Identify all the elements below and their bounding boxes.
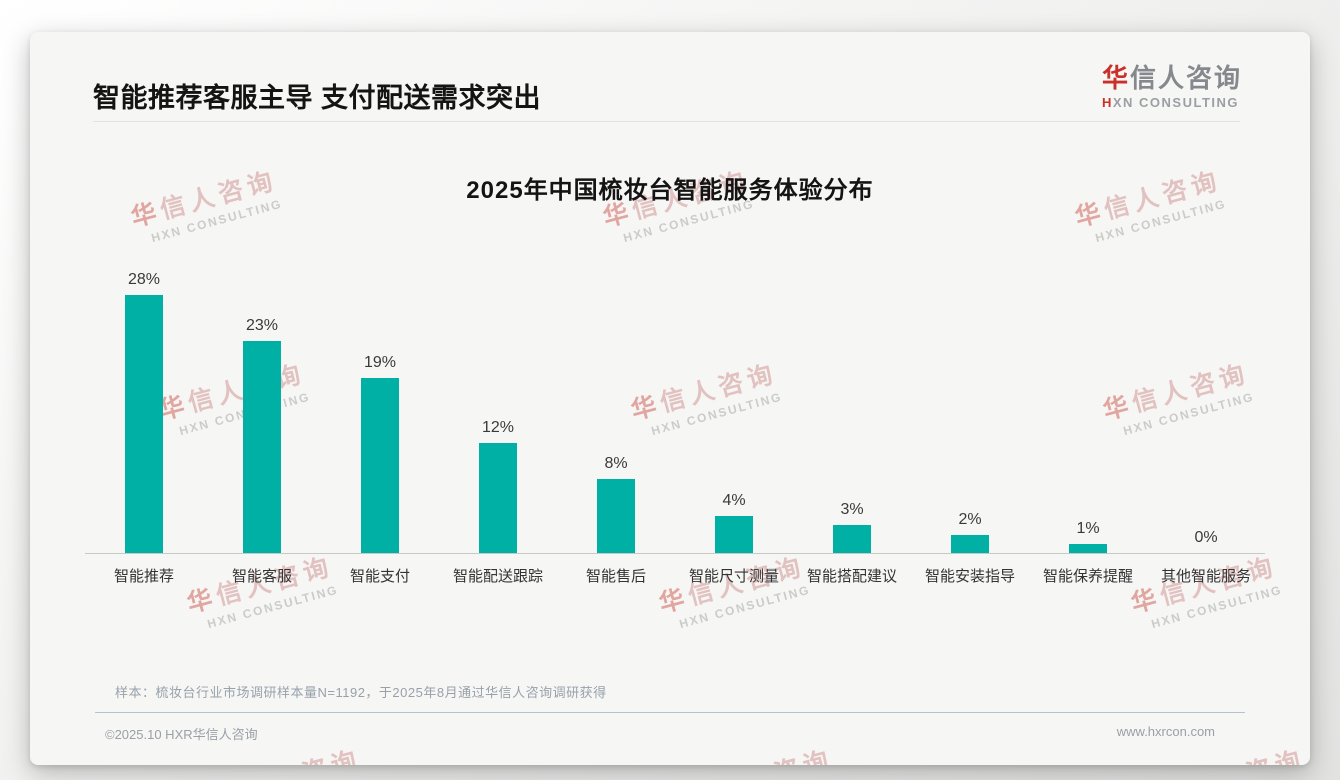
- bar: [243, 341, 281, 553]
- logo-cn-accent: 华: [1101, 63, 1130, 93]
- bar: [833, 525, 871, 553]
- logo-en-text: HXN CONSULTING: [1102, 95, 1242, 110]
- bar-column: 12%: [439, 253, 557, 553]
- bar-column: 19%: [321, 253, 439, 553]
- category-label: 智能推荐: [113, 568, 174, 585]
- category-label: 智能支付: [349, 568, 410, 585]
- bar-column: 23%: [203, 253, 321, 553]
- bar-value-label: 4%: [722, 492, 746, 510]
- bar-value-label: 3%: [840, 501, 864, 519]
- page-title: 智能推荐客服主导 支付配送需求突出: [93, 83, 542, 113]
- company-logo: 华信人咨询 HXN CONSULTING: [1102, 58, 1242, 110]
- bar-column: 3%: [793, 253, 911, 553]
- bar-chart-plot: 28% 23% 19% 12% 8% 4% 3% 2% 1% 0%: [85, 253, 1265, 553]
- bar: [361, 378, 399, 553]
- header-divider: [93, 121, 1240, 122]
- bar: [715, 516, 753, 553]
- bar-column: 2%: [911, 253, 1029, 553]
- logo-en-accent: H: [1101, 95, 1113, 110]
- bar-column: 8%: [557, 253, 675, 553]
- bar-value-label: 8%: [604, 455, 628, 473]
- bar: [479, 442, 517, 553]
- x-axis-line: [85, 553, 1265, 554]
- logo-cn-text: 华信人咨询: [1102, 58, 1242, 95]
- bar-column: 4%: [675, 253, 793, 553]
- category-label: 智能尺寸测量: [688, 568, 779, 585]
- bar-value-label: 0%: [1194, 529, 1218, 546]
- category-label: 智能搭配建议: [806, 568, 897, 585]
- bar: [951, 534, 989, 553]
- bar-value-label: 1%: [1076, 519, 1100, 537]
- category-label: 智能配送跟踪: [452, 568, 543, 585]
- bar-value-label: 2%: [958, 510, 982, 528]
- bar-column: 28%: [85, 253, 203, 553]
- bar-value-label: 12%: [481, 418, 515, 436]
- sample-footnote: 样本：梳妆台行业市场调研样本量N=1192，于2025年8月通过华信人咨询调研获…: [115, 685, 607, 700]
- footer-divider: [95, 712, 1245, 713]
- bar-column: 1%: [1029, 253, 1147, 553]
- category-label: 智能售后: [585, 568, 646, 585]
- bar-value-label: 23%: [245, 317, 279, 335]
- footer-copyright: ©2025.10 HXR华信人咨询: [105, 727, 258, 742]
- category-label: 智能安装指导: [924, 568, 1015, 585]
- category-label: 智能保养提醒: [1042, 568, 1133, 585]
- bar-value-label: 28%: [127, 271, 161, 289]
- logo-en-rest: XN CONSULTING: [1112, 95, 1240, 110]
- bar: [1069, 543, 1107, 553]
- logo-cn-rest: 信人咨询: [1129, 63, 1242, 93]
- bar: [125, 295, 163, 553]
- bar: [597, 479, 635, 553]
- bar-value-label: 19%: [363, 354, 397, 372]
- chart-title: 2025年中国梳妆台智能服务体验分布: [466, 177, 874, 204]
- slide-card: 华信人咨询 HXN CONSULTING 华信人咨询 HXN CONSULTING 华信…: [30, 32, 1310, 765]
- footer-website-link[interactable]: www.hxrcon.com: [1116, 724, 1215, 739]
- category-label: 智能客服: [231, 568, 292, 585]
- bar-column: 0%: [1147, 253, 1265, 553]
- category-label: 其他智能服务: [1160, 568, 1251, 585]
- x-axis-labels: 智能推荐 智能客服 智能支付 智能配送跟踪 智能售后 智能尺寸测量 智能搭配建议 智能安装指导…: [85, 565, 1265, 586]
